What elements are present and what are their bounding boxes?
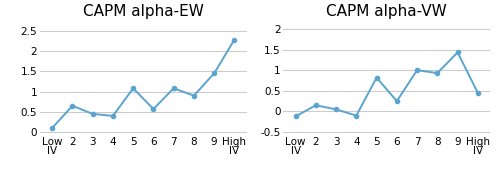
Title: CAPM alpha-EW: CAPM alpha-EW (83, 4, 204, 19)
Title: CAPM alpha-VW: CAPM alpha-VW (326, 4, 447, 19)
